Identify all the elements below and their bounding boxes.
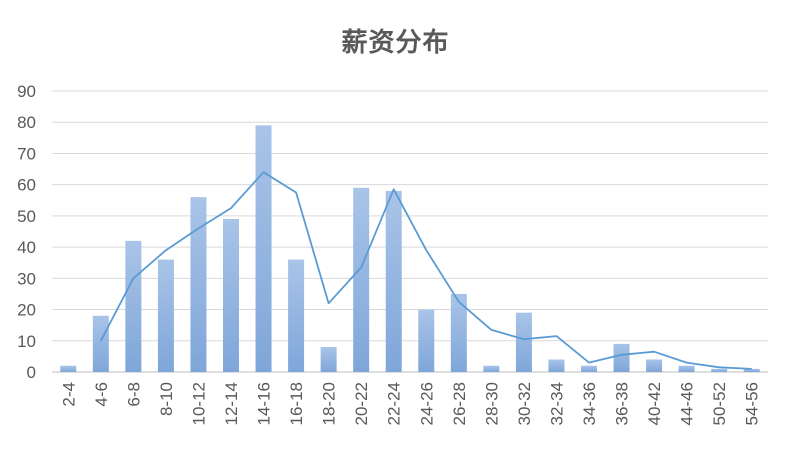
x-tick-label: 14-16 xyxy=(255,382,274,425)
bar xyxy=(548,359,565,372)
bar xyxy=(385,190,402,372)
bar xyxy=(92,315,109,372)
trend-line xyxy=(100,171,752,370)
x-tick-label: 2-4 xyxy=(59,382,78,407)
bar xyxy=(157,259,174,372)
y-tick-label: 0 xyxy=(27,363,36,382)
x-tick-label: 36-38 xyxy=(613,382,632,425)
bar xyxy=(743,368,760,372)
y-tick-label: 50 xyxy=(17,207,36,226)
y-tick-label: 30 xyxy=(17,269,36,288)
x-tick-label: 8-10 xyxy=(157,382,176,416)
y-tick-label: 90 xyxy=(17,82,36,101)
x-tick-label: 12-14 xyxy=(222,382,241,425)
bar xyxy=(320,347,337,372)
x-tick-label: 26-28 xyxy=(450,382,469,425)
y-tick-label: 40 xyxy=(17,238,36,257)
x-tick-label: 24-26 xyxy=(417,382,436,425)
chart-title: 薪资分布 xyxy=(341,28,450,58)
y-tick-label: 70 xyxy=(17,144,36,163)
bar xyxy=(515,312,532,372)
x-tick-label: 28-30 xyxy=(482,382,501,425)
x-tick-label: 34-36 xyxy=(580,382,599,425)
x-tick-label: 30-32 xyxy=(515,382,534,425)
bar xyxy=(711,368,728,372)
bar xyxy=(60,365,77,372)
bar xyxy=(353,187,370,372)
x-tick-label: 20-22 xyxy=(352,382,371,425)
y-tick-label: 60 xyxy=(17,176,36,195)
x-tick-label: 54-56 xyxy=(743,382,762,425)
bar xyxy=(288,259,305,372)
x-tick-label: 4-6 xyxy=(92,382,111,407)
x-tick-label: 32-34 xyxy=(547,382,566,425)
x-tick-label: 40-42 xyxy=(645,382,664,425)
bar xyxy=(125,240,142,372)
bar xyxy=(223,219,239,372)
x-tick-label: 18-20 xyxy=(320,382,339,425)
x-tick-label: 16-18 xyxy=(287,382,306,425)
x-tick-label: 44-46 xyxy=(678,382,697,425)
y-tick-label: 10 xyxy=(17,332,36,351)
bar xyxy=(418,309,435,372)
x-tick-label: 10-12 xyxy=(189,382,208,425)
x-tick-label: 50-52 xyxy=(710,382,729,425)
bar xyxy=(255,125,272,372)
bar xyxy=(613,343,630,372)
bar xyxy=(450,293,467,372)
bar xyxy=(678,365,695,372)
y-tick-label: 80 xyxy=(17,113,36,132)
bar xyxy=(646,359,663,372)
bar xyxy=(190,197,207,372)
bar xyxy=(483,365,500,372)
x-tick-label: 22-24 xyxy=(385,382,404,425)
bar xyxy=(581,365,597,372)
x-tick-label: 6-8 xyxy=(124,382,143,407)
y-tick-label: 20 xyxy=(17,301,36,320)
